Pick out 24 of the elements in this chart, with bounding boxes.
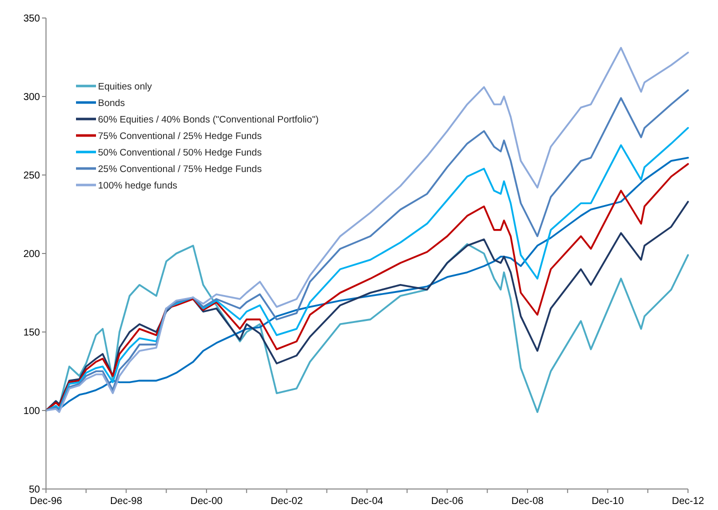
x-tick-label: Dec-02 bbox=[270, 496, 304, 507]
y-tick-label: 350 bbox=[23, 14, 40, 24]
x-tick-label: Dec-10 bbox=[592, 496, 624, 507]
legend-label: 25% Conventional / 75% Hedge Funds bbox=[98, 164, 262, 175]
x-tick-label: Dec-06 bbox=[431, 496, 464, 507]
x-tick-label: Dec-00 bbox=[190, 496, 224, 507]
y-tick-label: 300 bbox=[23, 92, 40, 103]
y-tick-label: 150 bbox=[23, 328, 40, 338]
legend-label: 50% Conventional / 50% Hedge Funds bbox=[98, 147, 262, 158]
x-tick-label: Dec-12 bbox=[672, 496, 705, 507]
legend-label: 75% Conventional / 25% Hedge Funds bbox=[98, 130, 262, 142]
x-tick-label: Dec-96 bbox=[30, 496, 63, 507]
legend-label: Equities only bbox=[98, 81, 152, 92]
legend-label: Bonds bbox=[98, 98, 126, 109]
x-tick-label: Dec-08 bbox=[511, 496, 544, 507]
y-tick-label: 200 bbox=[23, 249, 40, 260]
legend-label: 100% hedge funds bbox=[98, 180, 178, 192]
x-tick-label: Dec-04 bbox=[350, 496, 384, 507]
legend-label: 60% Equities / 40% Bonds ("Conventional Portfolio") bbox=[98, 114, 319, 126]
x-tick-label: Dec-98 bbox=[110, 496, 143, 507]
y-tick-label: 250 bbox=[23, 170, 40, 182]
line-series bbox=[45, 200, 689, 412]
y-tick-label: 100 bbox=[23, 406, 40, 417]
y-tick-label: 50 bbox=[28, 484, 40, 496]
